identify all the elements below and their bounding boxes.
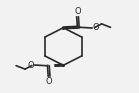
Text: O: O — [93, 23, 100, 32]
Text: O: O — [27, 61, 34, 70]
Text: O: O — [45, 77, 52, 86]
Text: O: O — [75, 7, 81, 16]
